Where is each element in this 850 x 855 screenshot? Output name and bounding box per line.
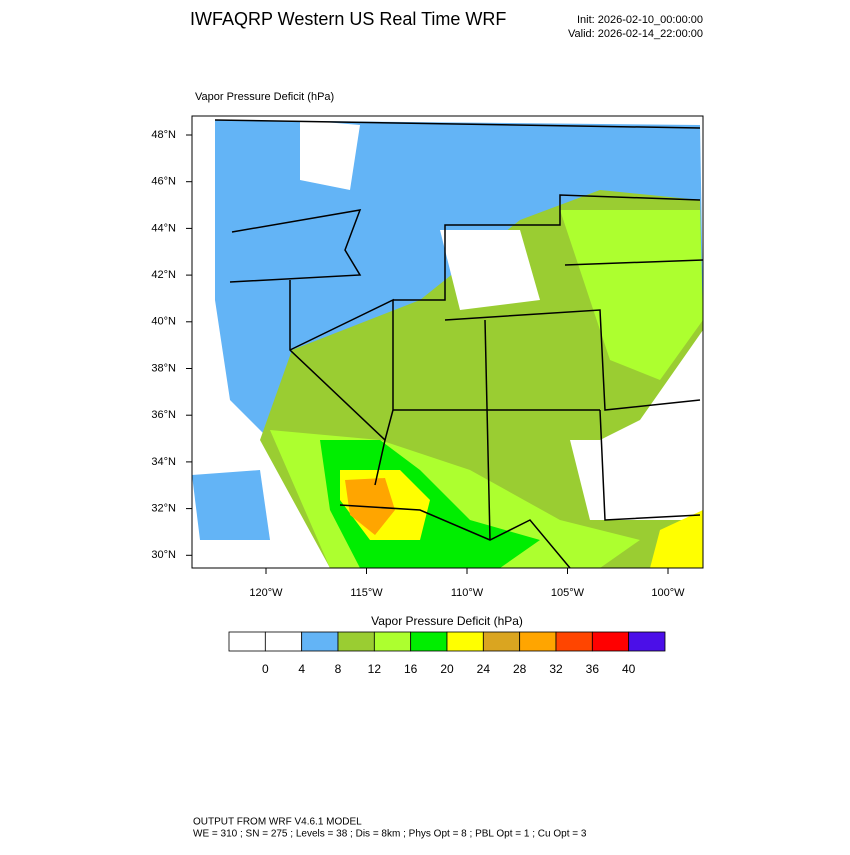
- colorbar-box: [410, 631, 448, 652]
- lon-label: 100°W: [651, 587, 685, 599]
- map-frame: [191, 115, 704, 569]
- colorbar-label: 8: [335, 662, 342, 676]
- colorbar-box: [628, 631, 666, 652]
- colorbar: 0 4 8 12 16 20 24 28 32 36 40: [228, 631, 666, 676]
- footer-line: WE = 310 ; SN = 275 ; Levels = 38 ; Dis …: [193, 829, 587, 840]
- lat-label: 46°N: [151, 176, 176, 188]
- lon-label: 120°W: [249, 587, 283, 599]
- colorbar-box: [482, 631, 521, 652]
- colorbar-label: 16: [404, 662, 418, 676]
- colorbar-box: [519, 631, 557, 652]
- lat-labels: 48°N 46°N 44°N 42°N 40°N 38°N 36°N 34°N 32°N 30°N: [151, 129, 192, 561]
- colorbar-box: [555, 631, 593, 652]
- lat-label: 42°N: [151, 269, 176, 281]
- init-time: Init: 2026-02-10_00:00:00: [577, 14, 703, 26]
- lat-label: 36°N: [151, 409, 176, 421]
- colorbar-label: 12: [368, 662, 382, 676]
- colorbar-box: [373, 631, 412, 652]
- colorbar-label: 36: [586, 662, 600, 676]
- lon-labels: 120°W 115°W 110°W 105°W 100°W: [249, 568, 685, 599]
- colorbar-box: [228, 631, 266, 652]
- lat-label: 48°N: [151, 129, 176, 141]
- colorbar-label: 40: [622, 662, 636, 676]
- map-title: Vapor Pressure Deficit (hPa): [195, 91, 334, 103]
- colorbar-box: [337, 631, 375, 652]
- lon-label: 105°W: [551, 587, 585, 599]
- footer-line: OUTPUT FROM WRF V4.6.1 MODEL: [193, 817, 362, 828]
- lat-label: 30°N: [151, 549, 176, 561]
- map-fill: [192, 116, 703, 568]
- colorbar-box: [301, 631, 339, 652]
- lat-label: 44°N: [151, 222, 176, 234]
- colorbar-label: 4: [298, 662, 305, 676]
- colorbar-label: 32: [549, 662, 563, 676]
- colorbar-box: [264, 631, 303, 652]
- colorbar-label: 0: [262, 662, 269, 676]
- colorbar-box: [591, 631, 630, 652]
- lat-label: 34°N: [151, 456, 176, 468]
- colorbar-label: 20: [440, 662, 454, 676]
- lat-label: 32°N: [151, 503, 176, 515]
- lon-label: 110°W: [451, 587, 484, 599]
- colorbar-label: 28: [513, 662, 527, 676]
- colorbar-label: 24: [477, 662, 491, 676]
- valid-time: Valid: 2026-02-14_22:00:00: [568, 28, 703, 40]
- title: IWFAQRP Western US Real Time WRF: [190, 9, 506, 29]
- lon-label: 115°W: [350, 587, 383, 599]
- lat-label: 40°N: [151, 316, 176, 328]
- colorbar-box: [446, 631, 484, 652]
- colorbar-title: Vapor Pressure Deficit (hPa): [371, 614, 523, 628]
- lat-label: 38°N: [151, 362, 176, 374]
